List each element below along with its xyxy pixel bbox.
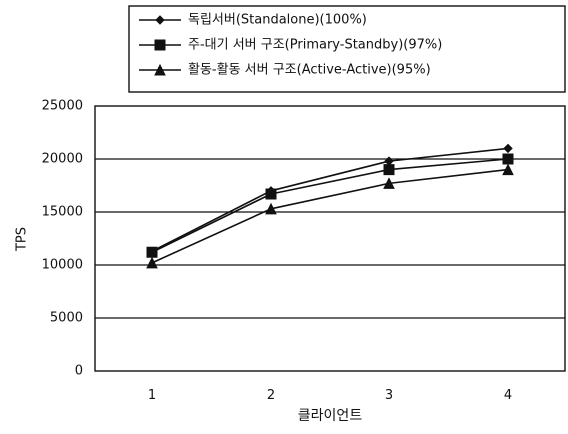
x-tick-label-2: 2 [267, 388, 275, 403]
series-line-square [151, 158, 509, 253]
legend-box [128, 5, 566, 93]
data-point-square-1 [146, 246, 158, 258]
legend-marker-diamond [155, 15, 165, 25]
x-axis-title: 클라이언트 [298, 408, 363, 424]
data-point-triangle-4 [502, 163, 514, 176]
y-tick-label-0: 0 [75, 364, 83, 379]
axes: 0 5000 10000 15000 20000 25000 1 2 3 4 TPS 클라이언트 [15, 99, 513, 425]
legend-label-triangle: 활동-활동 서버 구조(Active-Active)(95%) [188, 63, 431, 78]
data-point-square-3 [383, 164, 395, 176]
plot-area [94, 105, 566, 372]
legend: 독립서버(Standalone)(100%) 주-대기 서버 구조(Primary… [128, 5, 566, 93]
y-tick-label-10000: 10000 [42, 258, 83, 273]
y-tick-label-15000: 15000 [42, 205, 83, 220]
data-point-diamond-4 [503, 143, 513, 154]
data-point-square-2 [265, 188, 277, 200]
data-point-square-4 [502, 153, 514, 165]
legend-label-square: 주-대기 서버 구조(Primary-Standby)(97%) [188, 38, 442, 53]
y-tick-label-25000: 25000 [42, 99, 83, 114]
x-tick-label-3: 3 [385, 388, 393, 403]
y-axis-ticks: 0 5000 10000 15000 20000 25000 [42, 99, 83, 379]
legend-label-diamond: 독립서버(Standalone)(100%) [188, 13, 367, 28]
data-point-triangle-3 [383, 177, 395, 189]
grid-lines [95, 158, 565, 319]
y-tick-label-20000: 20000 [42, 152, 83, 167]
y-axis-title: TPS [15, 227, 30, 252]
data-point-triangle-1 [146, 256, 158, 269]
plot-frame [94, 105, 566, 372]
x-tick-label-4: 4 [504, 388, 512, 403]
legend-marker-square [154, 39, 166, 51]
x-tick-label-1: 1 [148, 388, 156, 403]
series-line-triangle [151, 168, 509, 264]
series-line-diamond [151, 147, 509, 252]
legend-marker-triangle [154, 63, 166, 76]
y-tick-label-5000: 5000 [50, 311, 83, 326]
data-point-triangle-2 [265, 202, 277, 215]
x-axis-ticks: 1 2 3 4 [148, 388, 512, 403]
series-layer [146, 143, 514, 269]
